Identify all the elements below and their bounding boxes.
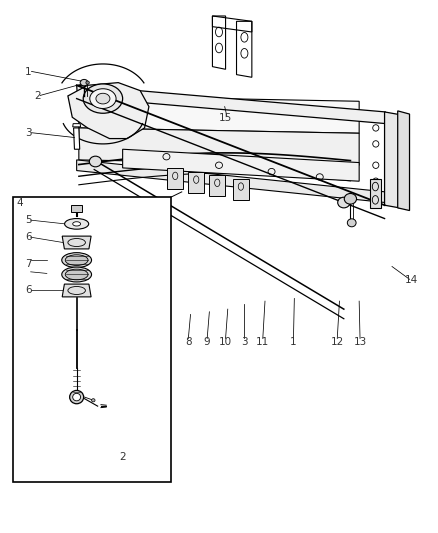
Text: 5: 5 [25, 215, 32, 225]
Text: 1: 1 [290, 337, 297, 347]
Ellipse shape [62, 253, 92, 268]
Polygon shape [209, 175, 225, 196]
Ellipse shape [73, 222, 81, 226]
Text: 2: 2 [34, 91, 41, 101]
Polygon shape [62, 284, 91, 297]
Text: 6: 6 [25, 232, 32, 242]
Ellipse shape [86, 81, 89, 84]
Ellipse shape [70, 390, 84, 404]
Ellipse shape [92, 399, 95, 402]
Text: 10: 10 [219, 337, 232, 347]
Polygon shape [77, 160, 385, 203]
Ellipse shape [64, 219, 88, 229]
Ellipse shape [65, 255, 88, 265]
Text: 15: 15 [219, 114, 232, 123]
Polygon shape [79, 128, 359, 165]
Text: 12: 12 [331, 337, 344, 347]
Text: 7: 7 [25, 259, 32, 269]
Text: 1: 1 [25, 67, 32, 77]
Polygon shape [167, 168, 183, 189]
Text: 3: 3 [241, 337, 248, 347]
Ellipse shape [73, 393, 81, 401]
Polygon shape [74, 128, 80, 149]
Text: 9: 9 [204, 337, 211, 347]
Bar [13, 197, 171, 482]
Polygon shape [71, 205, 82, 212]
Polygon shape [68, 83, 149, 139]
Ellipse shape [344, 193, 357, 204]
Polygon shape [123, 149, 359, 181]
Ellipse shape [83, 84, 123, 114]
Polygon shape [77, 85, 386, 124]
Ellipse shape [80, 79, 88, 86]
Polygon shape [370, 179, 381, 208]
Polygon shape [73, 124, 81, 127]
Polygon shape [79, 96, 359, 133]
Ellipse shape [89, 156, 102, 167]
Text: 13: 13 [353, 337, 367, 347]
Polygon shape [188, 172, 204, 193]
Ellipse shape [90, 88, 116, 109]
Polygon shape [62, 236, 91, 249]
Text: 11: 11 [256, 337, 269, 347]
Polygon shape [385, 112, 399, 208]
Text: 6: 6 [25, 286, 32, 295]
Ellipse shape [65, 269, 88, 280]
Ellipse shape [347, 219, 356, 227]
Text: 2: 2 [119, 452, 126, 462]
Text: 8: 8 [185, 337, 192, 347]
Ellipse shape [338, 197, 350, 208]
Text: 14: 14 [405, 275, 418, 285]
Polygon shape [398, 111, 410, 211]
Text: 4: 4 [16, 198, 23, 207]
Text: 3: 3 [25, 128, 32, 138]
Bar [13, 197, 171, 482]
Polygon shape [233, 179, 249, 200]
Ellipse shape [62, 267, 92, 282]
Ellipse shape [96, 93, 110, 104]
